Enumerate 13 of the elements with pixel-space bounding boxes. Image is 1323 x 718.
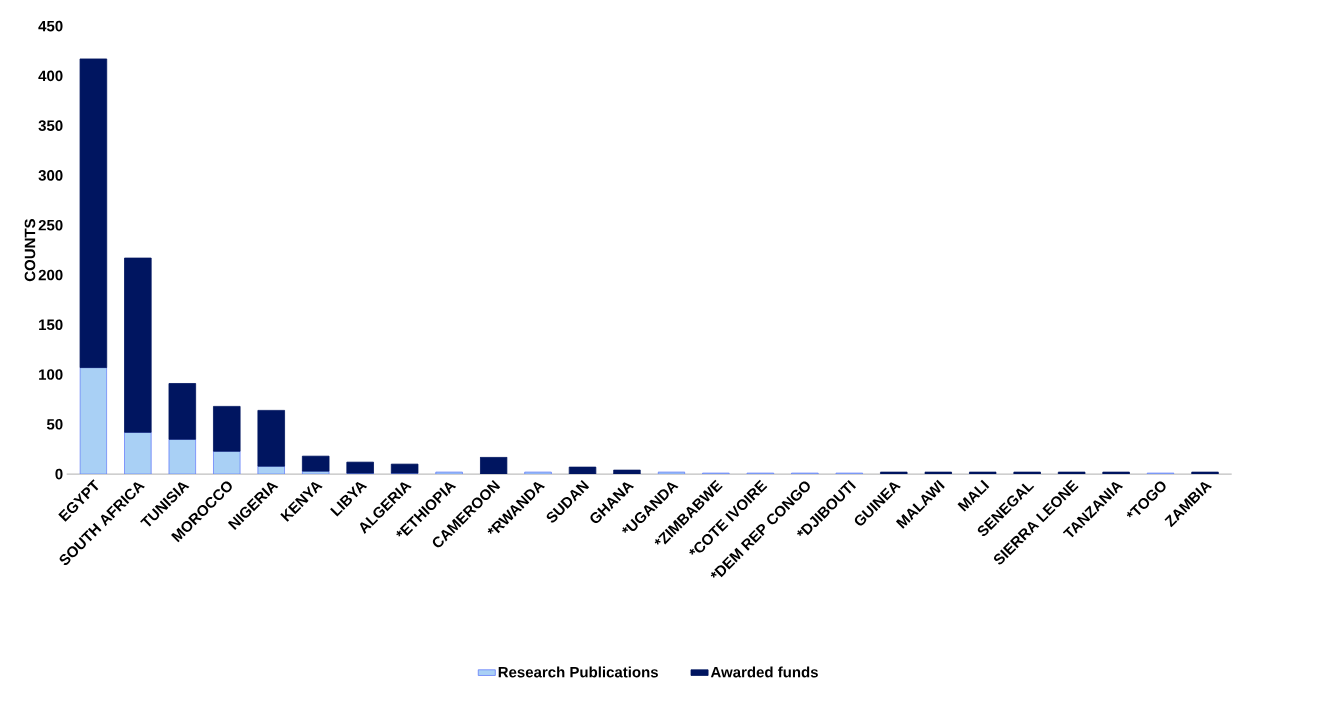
- y-tick-label: 50: [46, 419, 63, 430]
- y-axis-title: COUNTS: [24, 219, 36, 282]
- y-tick-label: 100: [39, 369, 63, 380]
- y-tick-label: 450: [38, 20, 63, 32]
- y-tick-label: 250: [38, 219, 63, 231]
- y-tick-label: 0: [55, 468, 63, 480]
- legend-label: Research Publications: [498, 666, 658, 678]
- y-tick-label: 150: [39, 319, 63, 331]
- legend-label: Awarded funds: [710, 666, 818, 678]
- y-tick-label: 200: [38, 269, 63, 281]
- y-tick-label: 400: [38, 70, 63, 82]
- y-tick-label: 350: [38, 120, 63, 131]
- y-tick-label: 300: [38, 170, 63, 181]
